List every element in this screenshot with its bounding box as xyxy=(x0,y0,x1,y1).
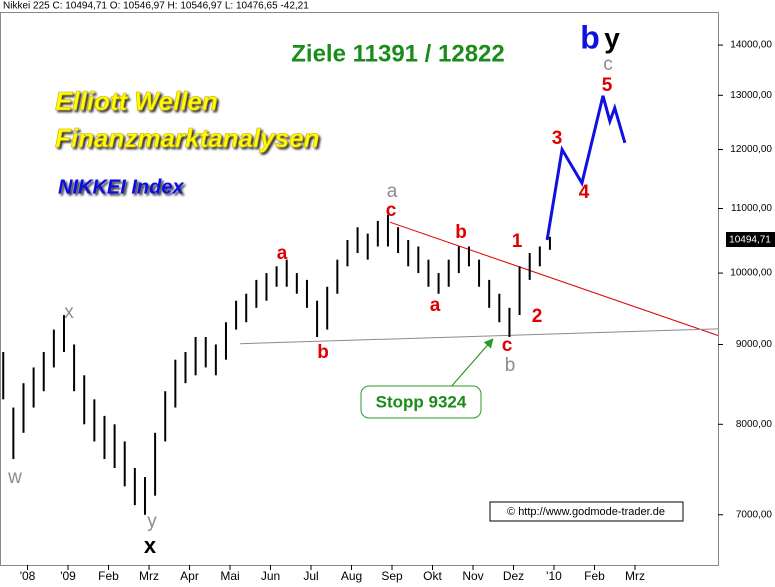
x-tick-label: Mai xyxy=(220,569,239,583)
y-tick-label: 12000,00 xyxy=(730,144,772,155)
source: © http://www.godmode-trader.de xyxy=(507,506,665,518)
x-tick-label: Apr xyxy=(180,569,199,583)
last-price: 10494,71 xyxy=(729,235,771,246)
wave-labels: w x y x a b a c b a 1 2 c b 3 4 5 c b y xyxy=(7,19,620,557)
wave-label: x xyxy=(64,302,74,323)
wave-label: c xyxy=(502,335,513,356)
y-tick-label: 13000,00 xyxy=(730,90,772,101)
x-tick-label: Aug xyxy=(341,569,362,583)
y-tick-label: 14000,00 xyxy=(730,40,772,51)
x-tick-label: Mrz xyxy=(139,569,159,583)
y-tick-label: 11000,00 xyxy=(731,203,772,214)
stop-box xyxy=(360,385,482,419)
x-tick-label: Feb xyxy=(98,569,119,583)
x-tick-label: '10 xyxy=(546,569,562,583)
wave-label: y xyxy=(604,22,620,53)
wave-label: 4 xyxy=(579,182,590,203)
stop-arrow xyxy=(449,338,494,389)
brand-line-2: Finanzmarktanalysen xyxy=(55,123,319,153)
wave-label: c xyxy=(603,54,613,75)
wave-label: b xyxy=(580,19,600,55)
wave-label: 2 xyxy=(532,306,543,327)
wave-label: 3 xyxy=(552,128,563,149)
trendline xyxy=(389,221,719,336)
wave-label: a xyxy=(430,295,441,316)
wave-label: x xyxy=(144,533,157,558)
x-tick-label: Dez xyxy=(503,569,524,583)
y-tick-label: 10000,00 xyxy=(730,268,772,279)
targets-title: Ziele 11391 / 12822 xyxy=(291,40,505,67)
quote-header: Nikkei 225 C: 10494,71 O: 10546,97 H: 10… xyxy=(3,1,309,12)
plot-frame xyxy=(0,12,719,566)
stop-label: Stopp 9324 xyxy=(376,392,467,411)
x-tick-label: Jul xyxy=(303,569,318,583)
wave-label: 5 xyxy=(602,75,613,96)
x-tick-label: '09 xyxy=(60,569,76,583)
x-tick-label: Feb xyxy=(584,569,605,583)
x-tick-label: Jun xyxy=(261,569,280,583)
x-tick-label: '08 xyxy=(20,569,36,583)
wave-label: y xyxy=(147,511,157,532)
x-tick-label: Mrz xyxy=(625,569,645,583)
wave-label: b xyxy=(505,355,516,376)
wave-label: 1 xyxy=(512,231,523,252)
wave-label: c xyxy=(386,200,397,221)
wave-label: b xyxy=(455,222,467,243)
x-tick-label: Okt xyxy=(423,569,442,583)
wave-label: a xyxy=(277,243,288,264)
wave-label: a xyxy=(387,181,398,202)
trendline xyxy=(240,328,719,345)
wave-label: b xyxy=(317,342,329,363)
y-tick-label: 9000,00 xyxy=(736,339,773,350)
source-box xyxy=(489,501,684,522)
forecast-line xyxy=(545,95,627,241)
brand-line-1: Elliott Wellen xyxy=(55,86,218,116)
x-tick-label: Sep xyxy=(381,569,403,583)
y-tick-label: 8000,00 xyxy=(736,419,773,430)
wave-label: w xyxy=(7,467,22,488)
price-box xyxy=(726,232,775,247)
x-tick-label: Nov xyxy=(462,569,483,583)
index-name: NIKKEI Index xyxy=(58,176,184,198)
y-tick-label: 7000,00 xyxy=(736,509,773,520)
